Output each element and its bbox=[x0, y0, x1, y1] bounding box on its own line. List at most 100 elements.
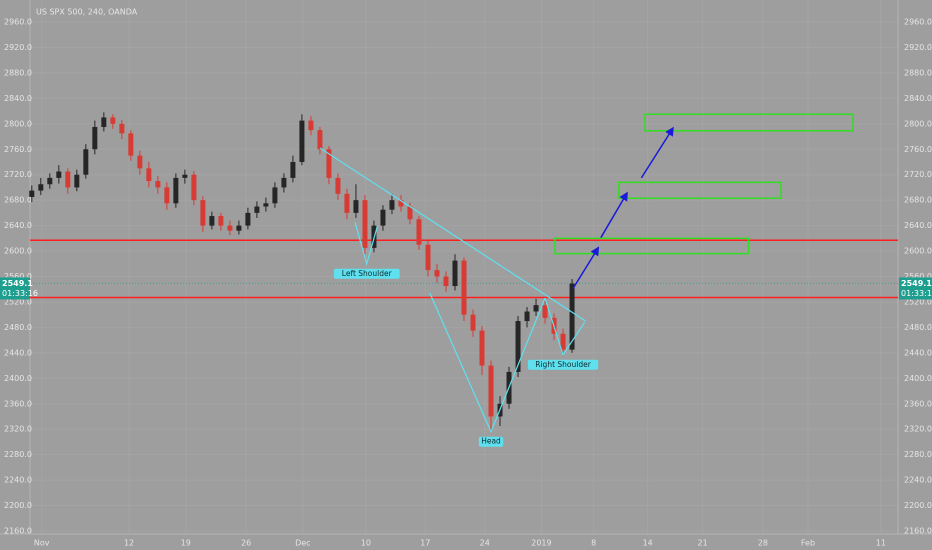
x-tick-label: 26 bbox=[241, 539, 251, 548]
y-tick-label-right: 2680.0 bbox=[904, 196, 932, 205]
y-tick-label-left: 2240.0 bbox=[4, 476, 32, 485]
candle-body bbox=[317, 130, 323, 150]
pattern-label-box bbox=[478, 436, 504, 447]
candle-body bbox=[335, 177, 341, 194]
y-tick-label-right: 2200.0 bbox=[904, 501, 932, 510]
candle-body bbox=[515, 321, 521, 372]
y-tick-label-right: 2400.0 bbox=[904, 374, 932, 383]
y-tick-label-left: 2880.0 bbox=[4, 68, 32, 77]
y-tick-label-left: 2320.0 bbox=[4, 425, 32, 434]
candle-body bbox=[533, 305, 539, 312]
y-tick-label-left: 2280.0 bbox=[4, 450, 32, 459]
candle-body bbox=[182, 174, 188, 178]
candle-body bbox=[218, 216, 224, 226]
price-countdown: 01:33:16 bbox=[901, 289, 932, 298]
x-tick-label: 12 bbox=[124, 539, 134, 548]
candle-body bbox=[542, 305, 548, 318]
candle-body bbox=[326, 149, 332, 178]
candle-body bbox=[245, 212, 251, 226]
y-tick-label-right: 2160.0 bbox=[904, 527, 932, 536]
y-tick-label-left: 2760.0 bbox=[4, 145, 32, 154]
candle-body bbox=[470, 314, 476, 331]
candle-body bbox=[110, 117, 116, 124]
x-tick-label: 24 bbox=[480, 539, 490, 548]
x-tick-label: 21 bbox=[698, 539, 708, 548]
candle-body bbox=[479, 330, 485, 366]
candle-body bbox=[92, 126, 98, 150]
candle-body bbox=[227, 225, 233, 231]
candle-body bbox=[281, 177, 287, 188]
candle-body bbox=[209, 216, 215, 226]
trend-line bbox=[354, 222, 379, 266]
x-tick-label: Dec bbox=[295, 539, 310, 548]
y-tick-label-right: 2800.0 bbox=[904, 119, 932, 128]
y-tick-label-left: 2960.0 bbox=[4, 18, 32, 27]
candle-body bbox=[272, 187, 278, 204]
y-tick-label-left: 2480.0 bbox=[4, 323, 32, 332]
y-tick-label-right: 2840.0 bbox=[904, 94, 932, 103]
candle-body bbox=[416, 219, 422, 245]
y-tick-label-right: 2720.0 bbox=[904, 170, 932, 179]
candle-body bbox=[65, 171, 71, 188]
target-box bbox=[618, 181, 782, 199]
candle-body bbox=[443, 276, 449, 287]
candle-body bbox=[344, 193, 350, 213]
x-tick-label: 10 bbox=[361, 539, 371, 548]
pattern-label-box bbox=[527, 359, 599, 370]
candle-body bbox=[128, 133, 134, 156]
candle-body bbox=[200, 200, 206, 226]
candle-body bbox=[524, 311, 530, 322]
candle-body bbox=[56, 171, 62, 178]
candle-body bbox=[434, 270, 440, 277]
candle-body bbox=[389, 200, 395, 210]
y-tick-label-right: 2440.0 bbox=[904, 348, 932, 357]
candle-body bbox=[425, 244, 431, 271]
candle-body bbox=[137, 155, 143, 169]
y-tick-label-right: 2240.0 bbox=[904, 476, 932, 485]
x-tick-label: 19 bbox=[181, 539, 191, 548]
y-tick-label-right: 2960.0 bbox=[904, 18, 932, 27]
y-tick-label-left: 2840.0 bbox=[4, 94, 32, 103]
x-tick-label: Feb bbox=[801, 539, 815, 548]
y-tick-label-right: 2520.0 bbox=[904, 297, 932, 306]
target-box bbox=[554, 237, 750, 255]
candle-body bbox=[290, 161, 296, 178]
candle-body bbox=[47, 177, 53, 185]
candle-body bbox=[407, 206, 413, 220]
trend-line bbox=[544, 297, 586, 357]
candle-body bbox=[83, 149, 89, 175]
target-box bbox=[644, 113, 854, 132]
x-tick-label: 28 bbox=[758, 539, 768, 548]
y-tick-label-left: 2560.0 bbox=[4, 272, 32, 281]
candle-body bbox=[398, 200, 404, 207]
projection-arrow bbox=[572, 246, 600, 289]
price-marker-label: 2549.1 bbox=[901, 279, 932, 288]
candle-body bbox=[29, 190, 35, 197]
y-tick-label-left: 2720.0 bbox=[4, 170, 32, 179]
y-tick-label-left: 2680.0 bbox=[4, 196, 32, 205]
candle-body bbox=[299, 120, 305, 162]
y-tick-label-left: 2800.0 bbox=[4, 119, 32, 128]
candle-body bbox=[308, 120, 314, 131]
chart-title: US SPX 500, 240, OANDA bbox=[36, 8, 138, 17]
x-tick-label: Nov bbox=[34, 539, 50, 548]
y-tick-label-right: 2560.0 bbox=[904, 272, 932, 281]
x-tick-label: 8 bbox=[591, 539, 596, 548]
candle-body bbox=[155, 181, 161, 188]
y-tick-label-left: 2160.0 bbox=[4, 527, 32, 536]
candle-body bbox=[263, 203, 269, 207]
y-tick-label-right: 2760.0 bbox=[904, 145, 932, 154]
y-tick-label-left: 2360.0 bbox=[4, 399, 32, 408]
pattern-label-box bbox=[333, 268, 400, 279]
y-tick-label-left: 2920.0 bbox=[4, 43, 32, 52]
candle-body bbox=[569, 283, 575, 350]
price-marker-label: 2549.1 bbox=[2, 279, 33, 288]
pattern-label: Left Shoulder bbox=[342, 269, 393, 278]
x-tick-label: 17 bbox=[420, 539, 430, 548]
candle-body bbox=[191, 174, 197, 201]
candle-body bbox=[254, 206, 260, 213]
candle-body bbox=[560, 333, 566, 350]
y-tick-label-left: 2640.0 bbox=[4, 221, 32, 230]
pattern-label: Right Shoulder bbox=[535, 360, 591, 369]
